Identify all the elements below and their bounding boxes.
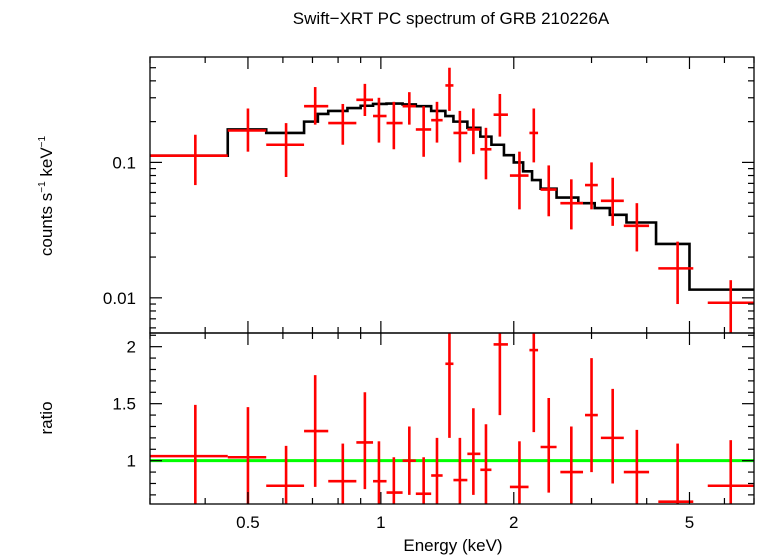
spectrum-point-4 [328, 103, 357, 145]
spectrum-point-14 [480, 127, 492, 180]
model-curve [150, 102, 754, 291]
ratio-point-19 [560, 426, 584, 504]
spectrum-point-24 [707, 280, 754, 333]
spectrum-point-3 [304, 87, 329, 125]
ratio-point-5 [356, 392, 374, 490]
ytick-label-ratio: 2 [127, 338, 136, 357]
ratio-point-18 [540, 397, 557, 493]
spectrum-point-23 [658, 241, 694, 305]
ratio-point-11 [445, 333, 454, 438]
ratio-point-12 [453, 437, 468, 504]
ylabel-kev: keV [37, 147, 56, 182]
xtick-label: 0.5 [236, 513, 260, 532]
spectrum-point-21 [600, 177, 624, 226]
ratio-point-15 [493, 333, 508, 416]
spectrum-point-2 [266, 123, 305, 178]
xtick-label: 5 [685, 513, 694, 532]
bottom-axis-ticks: 1 1.5 2 0.5 1 2 5 [112, 333, 755, 532]
xtick-label: 1 [376, 513, 385, 532]
spectrum-point-6 [373, 97, 387, 143]
spectrum-point-13 [467, 108, 481, 155]
spectrum-point-19 [560, 179, 584, 230]
spectrum-point-8 [402, 92, 416, 125]
top-panel-frame [149, 56, 755, 334]
ratio-point-10 [431, 437, 443, 504]
spectrum-point-16 [509, 151, 529, 210]
ylabel-exp1: −1 [37, 181, 48, 193]
ytick-label-top: 0.1 [112, 153, 136, 172]
ratio-point-20 [585, 358, 598, 473]
ratio-data-points [150, 333, 754, 504]
bottom-panel: 1 1.5 2 0.5 1 2 5 [112, 332, 755, 532]
ratio-point-21 [600, 388, 624, 484]
ytick-label-top: 0.01 [103, 289, 136, 308]
spectrum-point-0 [150, 134, 228, 186]
top-axis-ticks: 0.01 0.1 [103, 57, 755, 333]
ylabel-counts: counts s [37, 193, 56, 256]
spectrum-point-17 [529, 108, 539, 163]
ratio-point-8 [402, 426, 416, 495]
ratio-point-22 [623, 429, 650, 504]
x-axis-label: Energy (keV) [403, 536, 502, 555]
ylabel-exp2: −1 [37, 135, 48, 147]
spectrum-point-10 [431, 101, 443, 143]
y-axis-label-ratio: ratio [37, 401, 56, 434]
spectrum-point-9 [415, 106, 432, 157]
ratio-point-9 [415, 457, 432, 504]
ratio-point-17 [529, 333, 539, 433]
ratio-point-6 [373, 441, 387, 504]
spectrum-point-5 [356, 83, 374, 117]
ratio-point-7 [386, 457, 403, 504]
ratio-point-0 [150, 404, 228, 504]
spectrum-point-12 [453, 110, 468, 163]
y-axis-label-top: counts s−1 keV−1 [37, 135, 56, 256]
spectrum-point-18 [540, 165, 557, 217]
model-step-line [150, 102, 754, 291]
top-panel: 0.01 0.1 [103, 56, 755, 334]
chart-title: Swift−XRT PC spectrum of GRB 210226A [293, 9, 610, 28]
ratio-point-16 [509, 441, 529, 504]
spectrum-data-points [150, 67, 754, 333]
ratio-point-2 [266, 445, 305, 504]
spectrum-point-1 [227, 108, 267, 152]
spectrum-point-11 [445, 67, 454, 111]
ratio-point-3 [304, 375, 329, 487]
spectrum-point-7 [386, 101, 403, 150]
ratio-point-4 [328, 443, 357, 504]
spectrum-point-22 [623, 203, 650, 252]
ytick-label-ratio: 1 [127, 452, 136, 471]
xtick-label: 2 [509, 513, 518, 532]
ytick-label-ratio: 1.5 [112, 395, 136, 414]
spectrum-point-20 [585, 162, 598, 210]
ratio-point-23 [658, 443, 694, 504]
ratio-point-24 [707, 440, 754, 504]
ratio-point-1 [227, 407, 267, 504]
spectrum-point-15 [493, 93, 508, 137]
ratio-point-13 [467, 408, 481, 495]
bottom-panel-frame [149, 332, 755, 505]
ratio-point-14 [480, 424, 492, 504]
